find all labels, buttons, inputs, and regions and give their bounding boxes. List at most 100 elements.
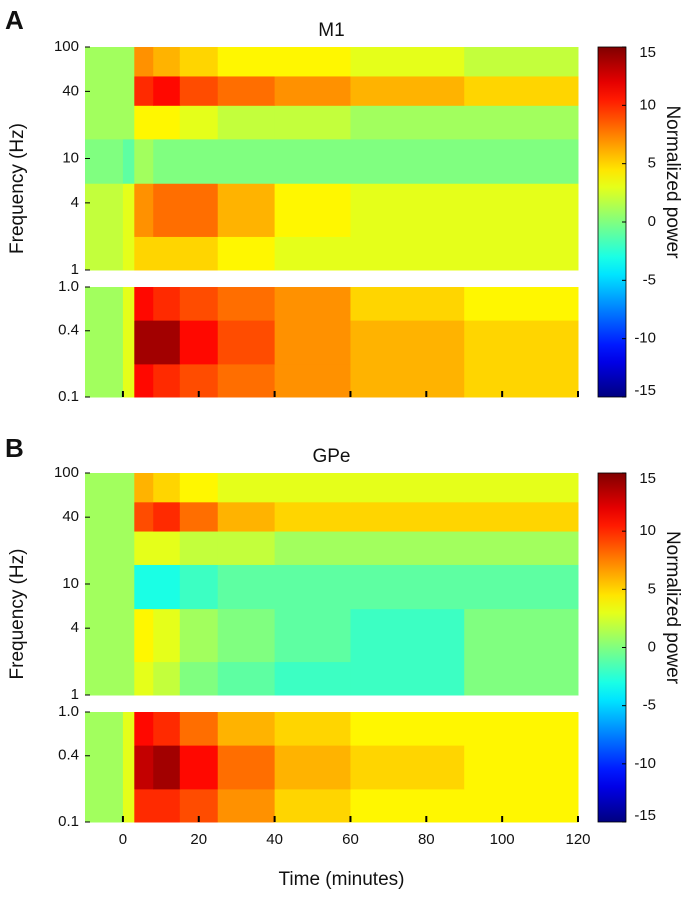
heat-cell bbox=[134, 320, 154, 365]
heat-cell bbox=[85, 320, 124, 365]
heat-cell bbox=[134, 47, 154, 77]
heat-cell bbox=[350, 138, 465, 184]
heat-cell bbox=[153, 608, 181, 663]
heat-cell bbox=[122, 287, 135, 321]
heat-cell bbox=[274, 236, 351, 271]
heat-cell bbox=[85, 75, 124, 106]
heat-cell bbox=[153, 712, 181, 746]
y-tick-label: 1.0 bbox=[58, 703, 79, 720]
heat-cell bbox=[217, 287, 276, 321]
heat-cell bbox=[122, 320, 135, 365]
heat-cell bbox=[464, 183, 579, 237]
heat-cell bbox=[217, 531, 276, 565]
heat-cell bbox=[274, 608, 351, 663]
heat-cell bbox=[153, 320, 181, 365]
heat-cell bbox=[217, 712, 276, 746]
heat-cell bbox=[350, 75, 465, 106]
heat-cell bbox=[134, 183, 154, 237]
heat-cell bbox=[153, 564, 181, 610]
heat-cell bbox=[122, 47, 135, 77]
heat-cell bbox=[274, 745, 351, 790]
heat-cell bbox=[179, 712, 219, 746]
heat-cell bbox=[85, 608, 124, 663]
heat-cell bbox=[464, 608, 579, 663]
colorbar bbox=[597, 472, 627, 823]
heat-cell bbox=[153, 788, 181, 823]
colorbar-tick-label: 10 bbox=[639, 522, 656, 539]
heat-cell bbox=[350, 788, 465, 823]
heat-cell bbox=[274, 501, 351, 532]
heat-cell bbox=[179, 745, 219, 790]
heat-cell bbox=[350, 320, 465, 365]
heat-cell bbox=[350, 745, 465, 790]
heat-cell bbox=[179, 531, 219, 565]
heat-cell bbox=[179, 236, 219, 271]
colorbar-tick-label: 0 bbox=[648, 638, 656, 655]
panel-letter: A bbox=[5, 5, 24, 35]
heat-cell bbox=[153, 745, 181, 790]
heat-cell bbox=[217, 564, 276, 610]
heat-cell bbox=[179, 501, 219, 532]
heat-cell bbox=[179, 105, 219, 140]
heat-cell bbox=[350, 712, 465, 746]
heat-cell bbox=[464, 745, 579, 790]
heat-cell bbox=[217, 661, 276, 696]
heat-cell bbox=[122, 608, 135, 663]
heat-cell bbox=[217, 105, 276, 140]
heat-cell bbox=[274, 105, 351, 140]
heat-cell bbox=[122, 236, 135, 271]
heat-cell bbox=[464, 501, 579, 532]
y-axis-label: Frequency (Hz) bbox=[7, 123, 28, 254]
colorbar-tick-label: -15 bbox=[634, 807, 656, 824]
heat-cell bbox=[464, 531, 579, 565]
y-tick-label: 0.1 bbox=[58, 388, 79, 405]
x-tick-label: 80 bbox=[418, 831, 435, 848]
heat-cell bbox=[153, 287, 181, 321]
heat-cell bbox=[274, 320, 351, 365]
heat-cell bbox=[350, 531, 465, 565]
heat-cell bbox=[134, 712, 154, 746]
heat-cell bbox=[85, 105, 124, 140]
heat-cell bbox=[274, 183, 351, 237]
x-tick-label: 0 bbox=[119, 831, 127, 848]
heat-cell bbox=[179, 47, 219, 77]
heat-cell bbox=[217, 183, 276, 237]
heat-cell bbox=[134, 564, 154, 610]
heat-cell bbox=[350, 105, 465, 140]
heat-cell bbox=[134, 531, 154, 565]
heat-cell bbox=[122, 501, 135, 532]
heat-cell bbox=[153, 138, 181, 184]
heat-cell bbox=[122, 75, 135, 106]
heat-cell bbox=[85, 712, 124, 746]
x-tick-label: 40 bbox=[266, 831, 283, 848]
colorbar-tick-label: 15 bbox=[639, 44, 656, 61]
heat-cell bbox=[464, 564, 579, 610]
heat-cell bbox=[350, 564, 465, 610]
heat-cell bbox=[122, 363, 135, 398]
heat-cell bbox=[217, 745, 276, 790]
panel-letter: B bbox=[5, 433, 24, 463]
x-tick-label: 20 bbox=[190, 831, 207, 848]
y-tick-label: 100 bbox=[54, 38, 79, 55]
colorbar-tick-label: -10 bbox=[634, 755, 656, 772]
heat-cell bbox=[134, 745, 154, 790]
heat-cell bbox=[464, 236, 579, 271]
heat-cell bbox=[464, 473, 579, 503]
heat-cell bbox=[122, 183, 135, 237]
chart-title: GPe bbox=[312, 446, 350, 467]
heat-cell bbox=[85, 138, 124, 184]
heat-cell bbox=[350, 287, 465, 321]
heat-cell bbox=[464, 320, 579, 365]
heat-cell bbox=[217, 47, 276, 77]
heat-cell bbox=[350, 236, 465, 271]
heat-cell bbox=[217, 473, 276, 503]
heat-cell bbox=[85, 501, 124, 532]
heat-cell bbox=[217, 236, 276, 271]
heat-cell bbox=[134, 105, 154, 140]
heat-cell bbox=[274, 75, 351, 106]
y-tick-label: 1.0 bbox=[58, 278, 79, 295]
heat-cell bbox=[122, 745, 135, 790]
colorbar-tick-label: -15 bbox=[634, 382, 656, 399]
heat-cell bbox=[350, 47, 465, 77]
